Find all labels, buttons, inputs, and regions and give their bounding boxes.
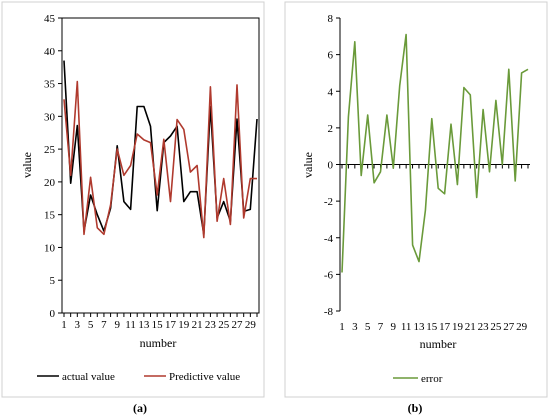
x-tick-label: 23 xyxy=(478,321,490,333)
panel-a-xlabel: number xyxy=(140,336,177,350)
panel-b-y-ticks: -8 -6 -4 -2 0 2 4 6 8 xyxy=(324,13,340,318)
x-tick-label: 7 xyxy=(378,321,384,333)
y-tick-label: 8 xyxy=(328,13,334,25)
panel-b-x-ticks: 1 3 5 7 9 11 13 15 17 19 21 23 25 27 29 xyxy=(339,164,529,333)
y-tick-label: -2 xyxy=(324,196,333,208)
x-tick-label: 19 xyxy=(452,321,464,333)
panel-b-series xyxy=(341,33,529,273)
y-tick-label: 40 xyxy=(44,46,56,58)
x-tick-label: 27 xyxy=(503,321,515,333)
legend-actual-label: actual value xyxy=(62,371,115,383)
panel-b-ylabel: value xyxy=(301,152,315,178)
x-tick-label: 15 xyxy=(426,321,438,333)
x-tick-label: 7 xyxy=(101,319,107,331)
x-tick-label: 27 xyxy=(232,319,244,331)
y-tick-label: -4 xyxy=(324,233,334,245)
x-tick-label: 29 xyxy=(245,319,257,331)
y-tick-label: 5 xyxy=(50,275,56,287)
x-tick-label: 11 xyxy=(125,319,136,331)
y-tick-label: 2 xyxy=(328,123,334,135)
x-tick-label: 13 xyxy=(138,319,150,331)
y-tick-label: 6 xyxy=(328,50,334,62)
y-tick-label: 15 xyxy=(44,210,56,222)
panel-a-ylabel: value xyxy=(20,152,34,178)
x-tick-label: 3 xyxy=(75,319,81,331)
x-tick-label: 13 xyxy=(413,321,425,333)
x-tick-label: 11 xyxy=(401,321,412,333)
y-tick-label: 0 xyxy=(50,308,56,320)
x-tick-label: 1 xyxy=(61,319,67,331)
x-tick-label: 21 xyxy=(192,319,203,331)
panel-b-label: (b) xyxy=(408,401,423,415)
series-line-error xyxy=(341,33,529,273)
y-tick-label: -6 xyxy=(324,269,334,281)
x-tick-label: 9 xyxy=(114,319,120,331)
x-tick-label: 9 xyxy=(391,321,397,333)
series-line-actual-value xyxy=(63,60,258,236)
panel-a-series xyxy=(63,60,258,239)
legend-error-label: error xyxy=(421,373,443,385)
y-tick-label: 45 xyxy=(44,13,56,25)
x-tick-label: 15 xyxy=(152,319,164,331)
x-tick-label: 25 xyxy=(490,321,502,333)
y-tick-label: 0 xyxy=(328,160,334,172)
panel-b-xlabel: number xyxy=(420,337,457,351)
panel-a-label: (a) xyxy=(133,401,147,415)
y-tick-label: 20 xyxy=(44,177,56,189)
panel-a-y-ticks: 0 5 10 15 20 25 30 35 40 45 xyxy=(44,13,62,320)
panel-a-frame xyxy=(1,1,265,398)
x-tick-label: 17 xyxy=(165,319,177,331)
x-tick-label: 21 xyxy=(465,321,476,333)
y-tick-label: 4 xyxy=(328,86,334,98)
panel-b-frame xyxy=(284,1,548,398)
x-tick-label: 29 xyxy=(516,321,528,333)
y-tick-label: 30 xyxy=(44,111,56,123)
y-tick-label: 10 xyxy=(44,242,56,254)
legend-predictive-label: Predictive value xyxy=(169,371,240,383)
y-tick-label: 35 xyxy=(44,79,56,91)
x-tick-label: 1 xyxy=(339,321,345,333)
x-tick-label: 3 xyxy=(352,321,358,333)
y-tick-label: -8 xyxy=(324,306,334,318)
y-tick-label: 25 xyxy=(44,144,56,156)
x-tick-label: 5 xyxy=(365,321,371,333)
x-tick-label: 19 xyxy=(178,319,190,331)
panel-a-x-ticks: 1 3 5 7 9 11 13 15 17 19 21 23 25 27 29 xyxy=(61,313,258,331)
series-line-predictive-value xyxy=(63,80,257,239)
x-tick-label: 17 xyxy=(439,321,451,333)
x-tick-label: 5 xyxy=(88,319,94,331)
panel-a-plot-area xyxy=(61,17,260,314)
x-tick-label: 25 xyxy=(218,319,230,331)
x-tick-label: 23 xyxy=(205,319,217,331)
